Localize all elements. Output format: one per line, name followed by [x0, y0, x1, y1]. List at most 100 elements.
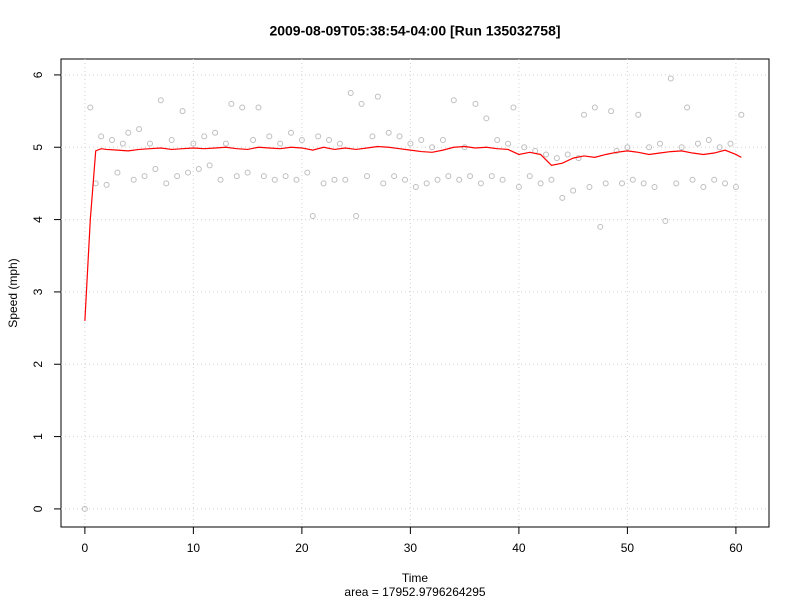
data-point: [157, 97, 164, 104]
data-point: [260, 173, 267, 180]
y-tick-label: 0: [31, 505, 45, 512]
data-point: [336, 140, 343, 147]
data-point: [483, 115, 490, 122]
data-point: [217, 176, 224, 183]
data-point: [722, 180, 729, 187]
data-point: [396, 133, 403, 140]
data-point: [212, 129, 219, 136]
data-point: [369, 133, 376, 140]
data-point: [711, 176, 718, 183]
y-axis-label: Speed (mph): [6, 258, 20, 327]
data-point: [548, 176, 555, 183]
data-point: [613, 147, 620, 154]
data-point: [244, 169, 251, 176]
data-point: [81, 505, 88, 512]
y-tick-label: 4: [31, 216, 45, 223]
data-point: [727, 140, 734, 147]
chart-title: 2009-08-09T05:38:54-04:00 [Run 135032758…: [269, 23, 560, 39]
data-point: [363, 173, 370, 180]
data-point: [689, 176, 696, 183]
data-point: [624, 144, 631, 151]
data-point: [130, 176, 137, 183]
data-point: [570, 187, 577, 194]
data-point: [108, 137, 115, 144]
data-point: [201, 133, 208, 140]
data-point: [358, 100, 365, 107]
data-point: [629, 176, 636, 183]
data-point: [288, 129, 295, 136]
data-point: [434, 176, 441, 183]
data-point: [146, 140, 153, 147]
data-point: [580, 111, 587, 118]
data-point: [239, 104, 246, 111]
subtitle: area = 17952.9796264295: [344, 585, 485, 599]
data-point: [353, 212, 360, 219]
data-point: [716, 144, 723, 151]
data-point: [488, 173, 495, 180]
x-tick-label: 50: [621, 541, 635, 555]
data-point: [700, 184, 707, 191]
x-tick-label: 20: [295, 541, 309, 555]
data-point: [326, 137, 333, 144]
data-point: [98, 133, 105, 140]
data-point: [738, 111, 745, 118]
data-point: [515, 184, 522, 191]
data-point: [250, 137, 257, 144]
data-point: [651, 184, 658, 191]
data-point: [640, 180, 647, 187]
data-point: [331, 176, 338, 183]
data-point: [114, 169, 121, 176]
x-axis-label: Time: [402, 571, 429, 585]
data-point: [667, 75, 674, 82]
data-point: [673, 180, 680, 187]
data-point: [385, 129, 392, 136]
data-point: [152, 165, 159, 172]
data-point: [125, 129, 132, 136]
plot-frame: [60, 58, 770, 528]
data-point: [456, 176, 463, 183]
y-tick-label: 1: [31, 433, 45, 440]
data-point: [401, 176, 408, 183]
data-point: [266, 133, 273, 140]
data-point: [418, 137, 425, 144]
data-line: [84, 145, 742, 321]
data-point: [271, 176, 278, 183]
data-point: [136, 126, 143, 133]
data-point: [92, 180, 99, 187]
data-point: [635, 111, 642, 118]
data-point: [662, 218, 669, 225]
data-point: [293, 176, 300, 183]
data-point: [564, 151, 571, 158]
y-tick-label: 2: [31, 361, 45, 368]
data-point: [141, 173, 148, 180]
data-point: [678, 144, 685, 151]
x-tick-label: 60: [729, 541, 743, 555]
data-point: [526, 173, 533, 180]
x-tick-label: 40: [512, 541, 526, 555]
data-point: [407, 140, 414, 147]
data-point: [228, 100, 235, 107]
data-point: [450, 97, 457, 104]
data-point: [163, 180, 170, 187]
data-point: [119, 140, 126, 147]
data-point: [684, 104, 691, 111]
data-point: [309, 212, 316, 219]
data-point: [439, 137, 446, 144]
data-point: [510, 104, 517, 111]
data-point: [304, 169, 311, 176]
data-point: [521, 144, 528, 151]
data-point: [591, 104, 598, 111]
data-point: [174, 173, 181, 180]
data-point: [602, 180, 609, 187]
data-point: [694, 140, 701, 147]
data-point: [705, 137, 712, 144]
data-point: [597, 223, 604, 230]
data-point: [732, 184, 739, 191]
data-point: [656, 140, 663, 147]
data-point: [374, 93, 381, 100]
data-point: [277, 140, 284, 147]
data-point: [282, 173, 289, 180]
data-point: [412, 184, 419, 191]
data-point: [586, 184, 593, 191]
